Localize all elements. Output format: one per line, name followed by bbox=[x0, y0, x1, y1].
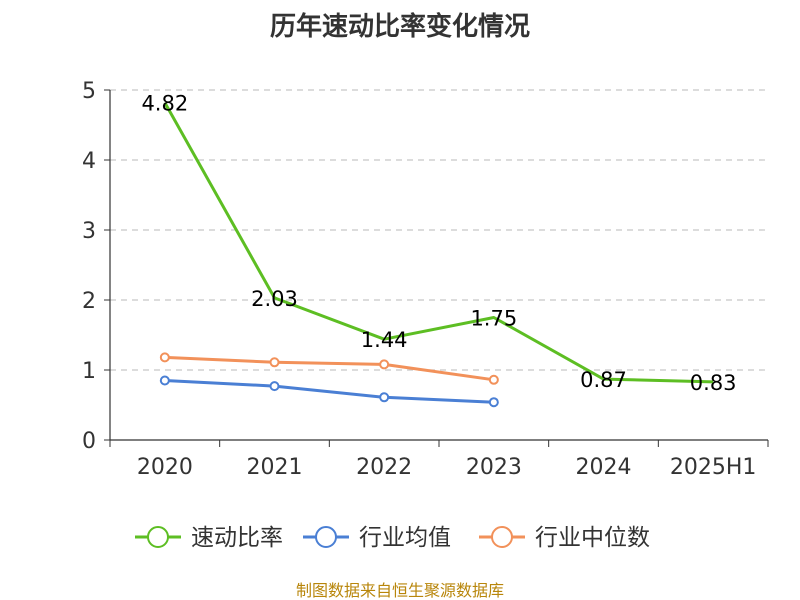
x-tick-label: 2022 bbox=[356, 455, 412, 480]
x-tick-label: 2024 bbox=[576, 455, 632, 480]
data-point bbox=[159, 375, 170, 386]
data-point bbox=[269, 381, 280, 392]
data-label: 4.82 bbox=[141, 92, 188, 116]
axes: 0 1 2 3 4 5 2020 2021 2022 2023 2024 2025H1 bbox=[82, 79, 769, 480]
y-tick-label: 2 bbox=[82, 289, 96, 314]
data-point bbox=[159, 352, 170, 363]
y-tick-label: 3 bbox=[82, 219, 96, 244]
data-point bbox=[269, 357, 280, 368]
legend: 速动比率 行业均值 行业中位数 bbox=[135, 525, 650, 551]
y-tick-label: 4 bbox=[82, 149, 96, 174]
data-point bbox=[379, 392, 390, 403]
series-line bbox=[163, 101, 714, 384]
y-tick-label: 5 bbox=[82, 79, 96, 104]
data-label: 0.87 bbox=[580, 368, 627, 392]
legend-marker bbox=[315, 526, 337, 548]
legend-marker bbox=[147, 526, 169, 548]
series-line bbox=[164, 355, 495, 382]
legend-marker bbox=[491, 526, 513, 548]
x-tick-label: 2021 bbox=[247, 455, 303, 480]
data-label: 2.03 bbox=[251, 287, 298, 311]
data-point bbox=[488, 397, 499, 408]
source-note: 制图数据来自恒生聚源数据库 bbox=[296, 581, 504, 600]
chart-title: 历年速动比率变化情况 bbox=[270, 11, 530, 42]
y-tick-label: 1 bbox=[82, 359, 96, 384]
data-point bbox=[379, 359, 390, 370]
data-label: 1.44 bbox=[361, 328, 408, 352]
data-label: 1.75 bbox=[470, 307, 517, 331]
series-lines bbox=[159, 101, 714, 408]
data-point bbox=[488, 374, 499, 385]
data-label: 0.83 bbox=[690, 371, 737, 395]
y-tick-label: 0 bbox=[82, 429, 96, 454]
x-tick-label: 2020 bbox=[137, 455, 193, 480]
x-tick-label: 2023 bbox=[466, 455, 522, 480]
series-line bbox=[164, 379, 494, 404]
legend-label: 行业中位数 bbox=[535, 525, 650, 551]
x-tick-label: 2025H1 bbox=[670, 455, 757, 480]
data-labels: 4.82 2.03 1.44 1.75 0.87 0.83 bbox=[141, 92, 736, 395]
legend-label: 行业均值 bbox=[359, 525, 451, 551]
legend-label: 速动比率 bbox=[191, 525, 283, 551]
